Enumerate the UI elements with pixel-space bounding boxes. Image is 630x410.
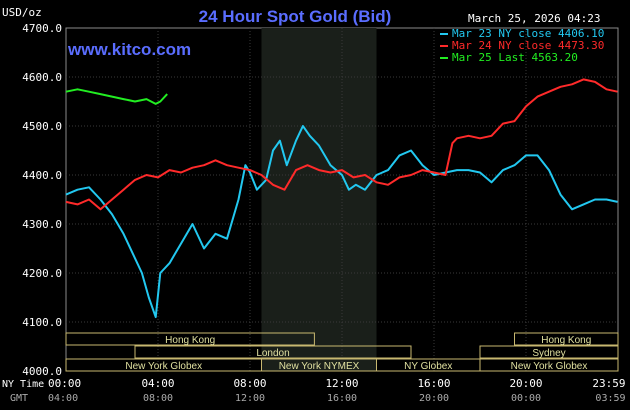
session-label: Hong Kong (541, 335, 591, 346)
session-bar: London (134, 345, 412, 359)
series-line (65, 125, 618, 319)
x-tick-ny: 16:00 (417, 377, 450, 390)
y-tick-label: 4700.0 (22, 22, 62, 35)
legend-entry: Mar 25 Last 4563.20 (440, 51, 578, 64)
session-box (65, 332, 315, 346)
x-tick-gmt: 16:00 (327, 393, 357, 404)
y-tick-label: 4600.0 (22, 71, 62, 84)
session-box (376, 358, 481, 372)
session-bar: Hong Kong (514, 332, 619, 346)
y-axis-ticks: 4700.0 4600.0 4500.0 4400.0 4300.0 4200.0 4100… (22, 22, 62, 378)
x-tick-ny: 08:00 (233, 377, 266, 390)
series-line (65, 78, 618, 211)
x-tick-gmt: 08:00 (143, 393, 173, 404)
x-tick-gmt: 00:00 (511, 393, 541, 404)
legend-label: Mar 25 Last 4563.20 (452, 51, 578, 64)
session-label: London (256, 348, 289, 359)
y-tick-label: 4200.0 (22, 267, 62, 280)
x-tick-gmt: 04:00 (48, 393, 78, 404)
session-box (514, 332, 619, 346)
x-axis-ticks: 00:00 04:00 04:00 08:00 08:00 12:00 12:00 16:00… (48, 377, 626, 404)
x-tick-ny: 23:59 (592, 377, 625, 390)
y-tick-label: 4000.0 (22, 365, 62, 378)
x-tick-gmt: 03:59 (595, 393, 625, 404)
session-label: Sydney (532, 348, 565, 359)
session-label: New York Globex (511, 361, 588, 372)
y-tick-label: 4100.0 (22, 316, 62, 329)
x-tick-gmt: 20:00 (419, 393, 449, 404)
y-tick-label: 4300.0 (22, 218, 62, 231)
gmt-label: GMT (10, 393, 28, 404)
x-tick-ny: 04:00 (141, 377, 174, 390)
legend-label: Mar 24 NY close 4473.30 (452, 39, 604, 52)
series-line (65, 88, 168, 105)
x-tick-ny: 00:00 (48, 377, 81, 390)
session-label: New York Globex (125, 361, 202, 372)
nymex-highlight-band (261, 28, 377, 371)
session-bar: New York NYMEX (261, 358, 377, 372)
legend-entry: Mar 24 NY close 4473.30 (440, 39, 604, 52)
market-sessions: Hong Kong Hong Kong London New York Globex N… (65, 332, 619, 372)
price-series (65, 78, 618, 319)
chart-date: March 25, 2026 04:23 (468, 12, 600, 25)
session-box (479, 345, 619, 359)
chart-title: 24 Hour Spot Gold (Bid) (199, 7, 392, 26)
session-label: NY Globex (404, 361, 452, 372)
y-tick-label: 4400.0 (22, 169, 62, 182)
legend-label: Mar 23 NY close 4406.10 (452, 27, 604, 40)
x-tick-gmt: 12:00 (235, 393, 265, 404)
y-tick-label: 4500.0 (22, 120, 62, 133)
session-bar: NY Globex (376, 358, 481, 372)
session-bar: Hong Kong (65, 332, 315, 346)
watermark: www.kitco.com (67, 40, 191, 59)
session-label: New York NYMEX (279, 361, 360, 372)
session-box (134, 345, 412, 359)
x-tick-ny: 12:00 (325, 377, 358, 390)
x-tick-ny: 20:00 (509, 377, 542, 390)
unit-label: USD/oz (2, 6, 42, 19)
session-bar: Sydney (479, 345, 619, 359)
session-label: Hong Kong (165, 335, 215, 346)
legend-entry: Mar 23 NY close 4406.10 (440, 27, 604, 40)
ny-time-label: NY Time (2, 379, 44, 390)
